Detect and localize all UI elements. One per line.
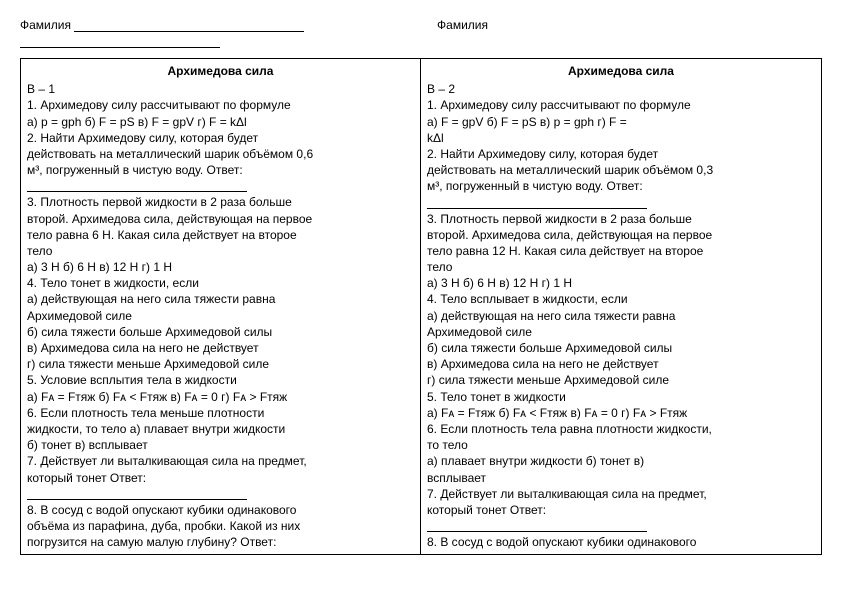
c2-q3d: тело [427,259,815,275]
c2-q4a: а) действующая на него сила тяжести равн… [427,308,815,324]
c2-q2c: м³, погруженный в чистую воду. Ответ: [427,178,815,194]
c2-blank-1 [427,197,647,209]
c2-q4: 4. Тело всплывает в жидкости, если [427,291,815,307]
c1-q3-opts: а) 3 Н б) 6 Н в) 12 Н г) 1 Н [27,259,414,275]
c2-q6c: а) плавает внутри жидкости б) тонет в) [427,453,815,469]
c2-q3a: 3. Плотность первой жидкости в 2 раза бо… [427,211,815,227]
variant-2-column: Архимедова сила В – 2 1. Архимедову силу… [421,59,821,554]
c1-q1: 1. Архимедову силу рассчитывают по форму… [27,97,414,113]
c1-q2b: действовать на металлический шарик объём… [27,146,414,162]
c1-blank-2 [27,488,247,500]
c2-q6a: 6. Если плотность тела равна плотности ж… [427,421,815,437]
c1-q2c: м³, погруженный в чистую воду. Ответ: [27,162,414,178]
c2-q3-opts: а) 3 Н б) 6 Н в) 12 Н г) 1 Н [427,275,815,291]
c1-q4: 4. Тело тонет в жидкости, если [27,275,414,291]
c1-q3a: 3. Плотность первой жидкости в 2 раза бо… [27,194,414,210]
c2-q3b: второй. Архимедова сила, действующая на … [427,227,815,243]
c1-q4b: б) сила тяжести больше Архимедовой силы [27,324,414,340]
c2-q3c: тело равна 12 Н. Какая сила действует на… [427,243,815,259]
header-row: Фамилия Фамилия [20,18,822,48]
c1-q3d: тело [27,243,414,259]
header-right: Фамилия [437,18,822,48]
c2-q5-opts: а) Fᴀ = Fтяж б) Fᴀ < Fтяж в) Fᴀ = 0 г) F… [427,405,815,421]
c1-q8a: 8. В сосуд с водой опускают кубики одина… [27,502,414,518]
variant-1: В – 1 [27,81,414,97]
c1-q3b: второй. Архимедова сила, действующая на … [27,211,414,227]
c2-q4a2: Архимедовой силе [427,324,815,340]
title-2: Архимедова сила [427,63,815,79]
c2-q7a: 7. Действует ли выталкивающая сила на пр… [427,486,815,502]
c1-q6b: жидкости, то тело а) плавает внутри жидк… [27,421,414,437]
c1-q6a: 6. Если плотность тела меньше плотности [27,405,414,421]
c2-q1-opts2: kΔl [427,130,815,146]
c1-q4a: а) действующая на него сила тяжести равн… [27,291,414,307]
c2-q8a: 8. В сосуд с водой опускают кубики одина… [427,534,815,550]
header-left: Фамилия [20,18,405,48]
c1-q4d: г) сила тяжести меньше Архимедовой силе [27,356,414,372]
c2-q1: 1. Архимедову силу рассчитывают по форму… [427,97,815,113]
c2-q6b: то тело [427,437,815,453]
c1-blank-1 [27,180,247,192]
title-1: Архимедова сила [27,63,414,79]
surname-label-right: Фамилия [437,18,488,32]
variant-1-column: Архимедова сила В – 1 1. Архимедову силу… [21,59,421,554]
c2-q4d: г) сила тяжести меньше Архимедовой силе [427,372,815,388]
surname-blank-left-2 [20,34,220,48]
c2-q1-opts: а) F = gpV б) F = pS в) p = gph г) F = [427,114,815,130]
c1-q2a: 2. Найти Архимедову силу, которая будет [27,130,414,146]
surname-label-left: Фамилия [20,18,71,32]
c1-q6c: б) тонет в) всплывает [27,437,414,453]
c1-q3c: тело равна 6 Н. Какая сила действует на … [27,227,414,243]
c2-blank-2 [427,520,647,532]
c2-q7b: который тонет Ответ: [427,502,815,518]
c2-q4b: б) сила тяжести больше Архимедовой силы [427,340,815,356]
c2-q2a: 2. Найти Архимедову силу, которая будет [427,146,815,162]
c1-q4c: в) Архимедова сила на него не действует [27,340,414,356]
c2-q4c: в) Архимедова сила на него не действует [427,356,815,372]
c2-q5: 5. Тело тонет в жидкости [427,389,815,405]
c1-q4a2: Архимедовой силе [27,308,414,324]
c2-q2b: действовать на металлический шарик объём… [427,162,815,178]
c1-q8c: погрузится на самую малую глубину? Ответ… [27,534,414,550]
c2-q6d: всплывает [427,470,815,486]
c1-q5-opts: а) Fᴀ = Fтяж б) Fᴀ < Fтяж в) Fᴀ = 0 г) F… [27,389,414,405]
c1-q7b: который тонет Ответ: [27,470,414,486]
worksheet-table: Архимедова сила В – 1 1. Архимедову силу… [20,58,822,555]
c1-q7a: 7. Действует ли выталкивающая сила на пр… [27,453,414,469]
surname-blank-left [74,20,304,32]
c1-q1-opts: а) p = gph б) F = pS в) F = gpV г) F = k… [27,114,414,130]
variant-2: В – 2 [427,81,815,97]
c1-q5: 5. Условие всплытия тела в жидкости [27,372,414,388]
c1-q8b: объёма из парафина, дуба, пробки. Какой … [27,518,414,534]
